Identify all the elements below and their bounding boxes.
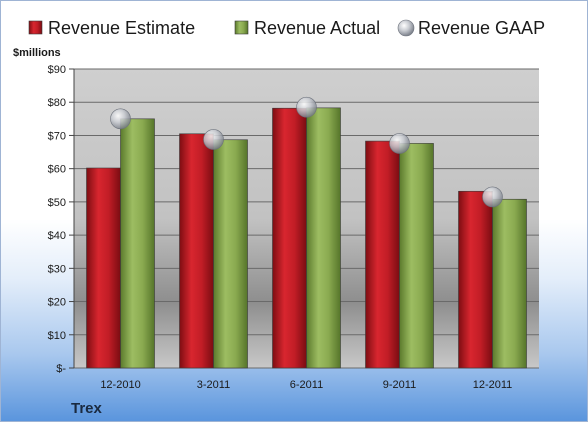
y-tick-label: $- [56,363,66,375]
x-tick-label: 9-2011 [383,379,416,391]
bar-revenue-estimate [365,140,400,369]
marker-revenue-gaap [203,129,224,150]
marker-revenue-gaap [389,133,410,154]
y-tick-label: $20 [48,297,66,309]
x-tick-label: 6-2011 [290,379,323,391]
bar-revenue-estimate [458,190,493,369]
marker-revenue-gaap [110,108,131,130]
marker-revenue-gaap [296,96,317,118]
y-tick-label: $40 [48,230,66,242]
y-tick-label: $90 [48,64,66,76]
y-tick-label: $80 [48,97,66,109]
marker-revenue-gaap [482,186,503,208]
legend-label: Revenue GAAP [418,18,545,38]
bar-revenue-actual [492,198,527,369]
legend-label: Revenue Actual [254,18,380,38]
bar-revenue-actual [399,143,434,369]
x-tick-label: 12-2010 [100,379,140,391]
legend-swatch [28,20,43,35]
gaap-markers [110,96,503,208]
bar-revenue-estimate [179,133,214,369]
bar-revenue-estimate [272,107,307,369]
y-tick-label: $10 [48,330,66,342]
company-label: Trex [71,400,103,417]
bars [86,107,527,369]
y-axis-unit-label: $millions [13,47,61,59]
y-tick-label: $60 [48,164,66,176]
legend-swatch [234,20,249,35]
bar-revenue-actual [306,107,341,369]
x-axis-ticks: 12-2010 3-2011 6-2011 9-2011 12-2011 [100,379,512,391]
legend: Revenue Estimate Revenue Actual Revenue GA… [28,18,545,38]
bar-revenue-actual [213,139,248,369]
y-tick-label: $70 [48,130,66,142]
legend-label: Revenue Estimate [48,18,195,38]
y-axis-ticks: $- $10 $20 $30 $40 $50 $60 $70 $80 $90 [48,64,67,375]
x-tick-label: 3-2011 [197,379,230,391]
bar-revenue-actual [120,118,155,369]
legend-swatch [397,19,415,37]
x-tick-label: 12-2011 [473,379,513,391]
bar-revenue-estimate [86,167,121,369]
y-tick-label: $30 [48,263,66,275]
y-tick-label: $50 [48,197,66,209]
